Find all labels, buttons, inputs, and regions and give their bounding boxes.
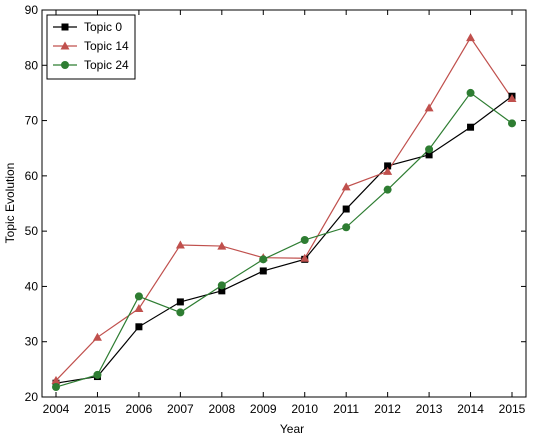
topic-0-point <box>218 287 226 295</box>
topic-14-point <box>300 253 310 262</box>
y-axis-title: Topic Evolution <box>3 163 17 244</box>
x-tick-label: 2011 <box>333 402 359 416</box>
topic-0-point <box>176 298 184 306</box>
x-tick-label: 2014 <box>457 402 484 416</box>
x-tick-label: 2015 <box>499 402 526 416</box>
x-axis-title: Year <box>280 422 304 436</box>
x-tick-label: 2013 <box>416 402 443 416</box>
y-tick-label: 50 <box>25 224 39 238</box>
topic-24-point <box>93 370 102 379</box>
topic-14-point <box>383 166 393 175</box>
topic-24-point <box>466 88 475 97</box>
topic-24-point <box>300 235 309 244</box>
x-tick-label: 2006 <box>126 402 153 416</box>
legend-label-topic-0: Topic 0 <box>84 20 122 34</box>
plot-frame <box>41 9 527 398</box>
legend-label-topic-14: Topic 14 <box>84 39 129 53</box>
topic-14-point <box>424 103 434 112</box>
topic-0-line <box>55 95 513 384</box>
x-tick-label: 2009 <box>250 402 277 416</box>
y-tick-label: 20 <box>25 390 39 404</box>
topic-24-point <box>342 223 351 232</box>
topic-0-point <box>342 205 350 213</box>
y-tick-label: 30 <box>25 335 39 349</box>
topic-24-line <box>55 92 513 388</box>
legend-marker-topic-24 <box>61 61 69 69</box>
legend-marker-topic-14 <box>60 41 70 50</box>
topic-0-point <box>135 323 143 331</box>
topic-0-point <box>384 162 392 170</box>
topic-14-point <box>466 33 476 42</box>
x-tick-label: 2004 <box>43 402 70 416</box>
topic-14-point <box>341 182 351 191</box>
legend-marker-topic-0 <box>61 23 69 31</box>
y-tick-label: 60 <box>25 169 39 183</box>
topic-24-point <box>134 292 143 301</box>
topic-24-point <box>217 281 226 290</box>
topic-14-point <box>175 240 185 249</box>
x-tick-label: 2008 <box>208 402 235 416</box>
x-tick-label: 2010 <box>291 402 318 416</box>
series-lines <box>55 36 513 388</box>
y-tick-label: 70 <box>25 114 39 128</box>
legend: Topic 0 Topic 14 Topic 24 <box>46 14 136 80</box>
topic-24-point <box>176 308 185 317</box>
axis-ticks: 20 30 40 50 60 70 80 90 2004 2015 2006 2007 2008 2009… <box>25 3 526 416</box>
x-tick-label: 2007 <box>167 402 194 416</box>
topic-0-point <box>467 123 475 131</box>
topic-24-point <box>508 119 516 128</box>
topic-14-point <box>92 332 102 341</box>
topic-24-point <box>425 145 434 154</box>
topic-24-point <box>259 255 268 264</box>
series-markers <box>51 33 517 392</box>
y-tick-label: 80 <box>25 58 39 72</box>
topic-14-point <box>507 93 517 102</box>
topic-14-line <box>55 36 513 381</box>
topic-0-point <box>259 267 267 275</box>
topic-14-point <box>134 304 144 313</box>
y-tick-label: 90 <box>25 3 39 17</box>
y-tick-label: 40 <box>25 279 39 293</box>
topic-24-point <box>383 185 392 194</box>
x-tick-label: 2012 <box>374 402 401 416</box>
topic-14-point <box>217 241 227 250</box>
topic-24-point <box>52 383 60 392</box>
legend-label-topic-24: Topic 24 <box>84 58 129 72</box>
topic-14-point <box>51 375 61 384</box>
topic-0-point <box>425 151 433 159</box>
x-tick-label: 2015 <box>84 402 111 416</box>
